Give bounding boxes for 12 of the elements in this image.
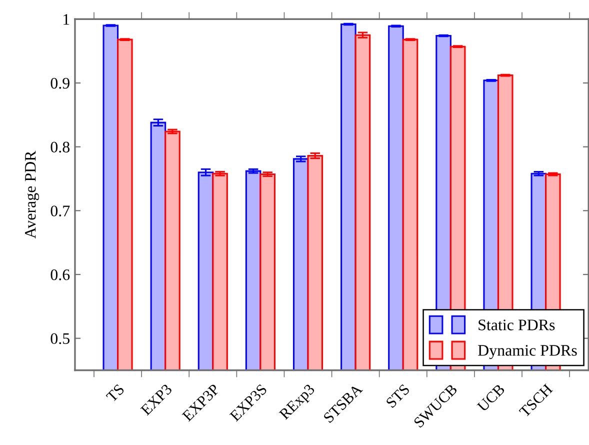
x-tick-label: UCB bbox=[476, 384, 506, 412]
y-tick-label: 0.5 bbox=[50, 333, 70, 344]
y-tick-label: 0.7 bbox=[50, 206, 70, 216]
y-tick-label: 1 bbox=[64, 14, 70, 25]
x-tick-label: STS bbox=[386, 384, 410, 408]
y-tick-label: 0.8 bbox=[50, 142, 70, 153]
legend-label: Dynamic PDRs bbox=[478, 345, 577, 360]
x-tick-label: TS bbox=[106, 384, 125, 403]
y-axis-title: Average PDR bbox=[25, 150, 40, 239]
y-tick-label: 0.9 bbox=[50, 78, 70, 89]
y-tick-label: 0.6 bbox=[50, 269, 70, 280]
legend-label: Static PDRs bbox=[478, 320, 555, 330]
